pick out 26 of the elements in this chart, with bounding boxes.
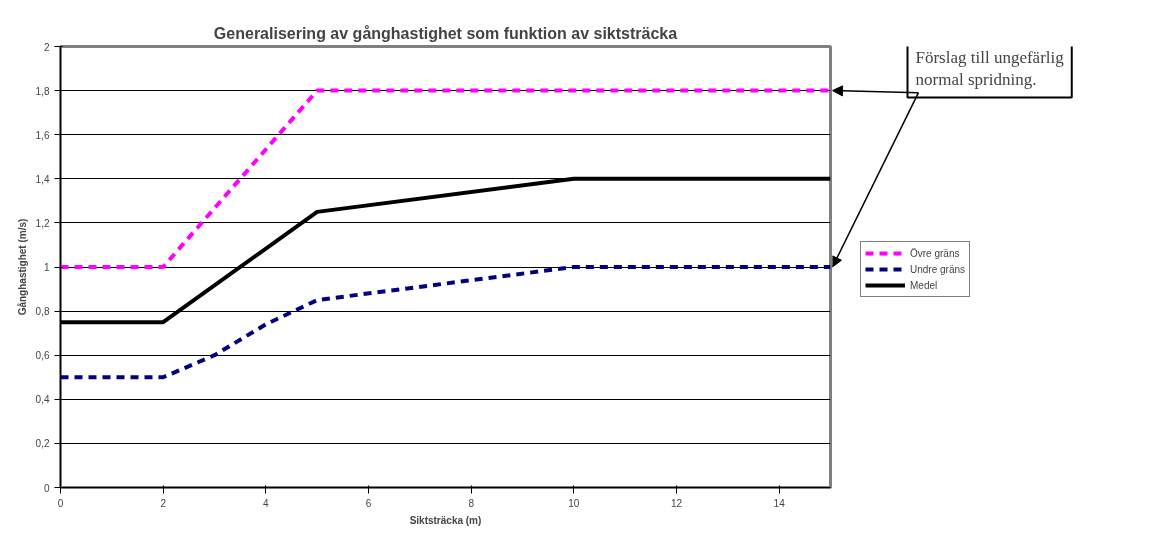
y-tick-label: 1	[43, 262, 50, 273]
y-tick-label: 2	[43, 41, 50, 53]
chart-title: Generalisering av gånghastighet som funktion av siktsträcka	[213, 24, 678, 42]
y-tick-label: 0	[43, 482, 50, 494]
x-tick-label: 0	[57, 497, 64, 509]
y-tick-label: 1,4	[35, 173, 50, 185]
x-tick-label: 14	[773, 497, 786, 509]
x-tick-label: 8	[468, 497, 475, 509]
legend-label: Medel	[910, 278, 938, 292]
y-tick-label: 0,2	[35, 438, 50, 450]
y-axis-title: Gånghastighet (m/s)	[16, 218, 28, 316]
y-tick-label: 1,6	[35, 129, 50, 141]
y-tick-label: 0,6	[35, 350, 50, 362]
y-tick-label: 0,8	[35, 306, 50, 318]
y-tick-label: 1,8	[35, 85, 50, 97]
x-tick-label: 10	[568, 497, 580, 509]
y-tick-label: 0,4	[35, 394, 50, 406]
text: Förslag till ungefärlig normal spridning.	[915, 47, 1065, 90]
x-tick-label: 2	[160, 497, 167, 509]
x-axis-title: Siktsträcka (m)	[409, 514, 482, 526]
legend-label: Undre gräns	[910, 262, 966, 276]
x-tick-label: 4	[263, 497, 270, 509]
legend-label: Övre gräns	[910, 246, 960, 260]
x-tick-label: 6	[365, 497, 372, 509]
x-tick-label: 12	[670, 497, 683, 509]
y-tick-label: 1,2	[35, 217, 50, 229]
